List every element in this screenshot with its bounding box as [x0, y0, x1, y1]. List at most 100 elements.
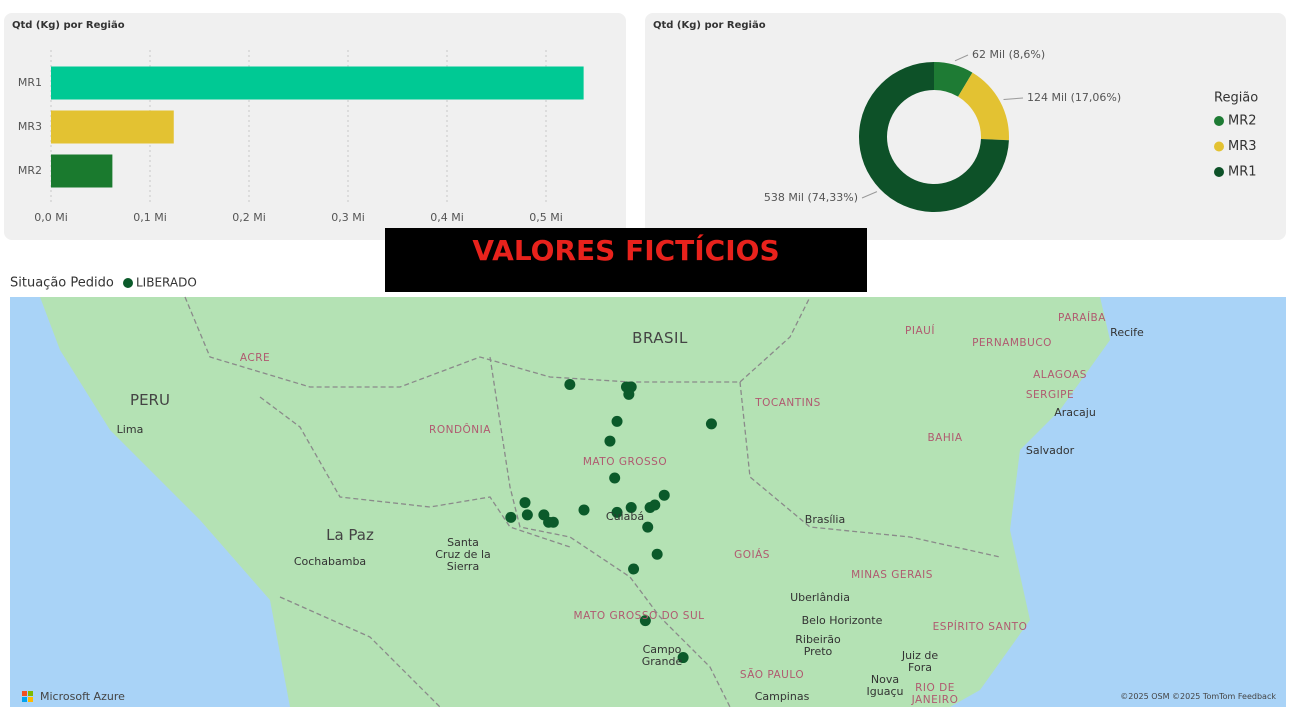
bar [51, 110, 174, 144]
bar [51, 66, 584, 100]
map-label: Ribeirão Preto [795, 633, 841, 658]
order-point [628, 563, 640, 575]
map-label: PIAUÍ [905, 325, 935, 337]
x-tick-label: 0,0 Mi [34, 211, 68, 224]
order-point [642, 521, 654, 533]
order-point [547, 516, 559, 528]
legend-title: Região [1214, 91, 1258, 106]
map-legend-item: LIBERADO [136, 276, 197, 290]
map-label: ALAGOAS [1033, 369, 1087, 381]
logo-square [28, 697, 33, 702]
map-label: ACRE [239, 352, 271, 364]
legend-swatch [1214, 141, 1224, 152]
bar-title: Qtd (Kg) por Região [12, 20, 125, 31]
map-label: MATO GROSSO [582, 456, 668, 468]
map-label: Juiz de Fora [901, 649, 939, 674]
legend-label: MR2 [1228, 114, 1257, 129]
legend-label: MR1 [1228, 165, 1257, 180]
map-brand: Microsoft Azure [40, 690, 125, 703]
map-legend-title: Situação Pedido [10, 276, 114, 291]
map-label: Aracaju [1054, 406, 1096, 419]
y-tick-label: MR2 [18, 164, 42, 177]
map-label: SÃO PAULO [739, 669, 805, 681]
order-point [649, 499, 661, 511]
donut-slice [934, 62, 973, 97]
order-point [611, 415, 623, 427]
x-tick-label: 0,5 Mi [529, 211, 563, 224]
order-point [521, 509, 533, 521]
order-point [625, 501, 637, 513]
banner: VALORES FICTÍCIOS [472, 233, 779, 267]
legend-swatch [1214, 116, 1224, 126]
map-label: RONDÔNIA [429, 424, 491, 436]
order-point [578, 504, 590, 516]
order-point [519, 497, 531, 509]
x-tick-label: 0,3 Mi [331, 211, 365, 224]
azure-logo [22, 691, 33, 702]
map-label: Uberlândia [790, 591, 850, 604]
map-label: ESPÍRITO SANTO [932, 621, 1028, 633]
bar [51, 154, 113, 188]
donut-slice [958, 72, 1009, 141]
order-point [623, 388, 635, 400]
map-label: Recife [1110, 326, 1144, 339]
order-point [651, 548, 663, 560]
data-label: 538 Mil (74,33%) [764, 191, 858, 204]
map-label: Belo Horizonte [801, 614, 883, 627]
order-point [505, 511, 517, 523]
donut-slice [859, 62, 1009, 213]
map-label: La Paz [326, 526, 374, 544]
map-label: Cuiabá [605, 510, 645, 523]
banner-box [385, 228, 867, 292]
logo-square [22, 691, 27, 696]
borders [184, 296, 1001, 708]
map-label: Campo Grande [641, 643, 683, 668]
y-tick-label: MR1 [18, 76, 42, 89]
leader-line [1003, 97, 1024, 100]
legend-label: MR3 [1228, 139, 1257, 154]
y-tick-label: MR3 [18, 120, 42, 133]
order-point [604, 435, 616, 447]
map-attribution[interactable]: ©2025 OSM ©2025 TomTom Feedback [1120, 692, 1276, 701]
data-label: 62 Mil (8,6%) [972, 48, 1045, 61]
donut-title: Qtd (Kg) por Região [653, 20, 766, 31]
map-label: RIO DE JANEIRO [911, 682, 959, 706]
map-label: Santa Cruz de la Sierra [435, 536, 491, 573]
map-label: SERGIPE [1025, 389, 1075, 401]
data-label: 124 Mil (17,06%) [1027, 91, 1121, 104]
map-label: Cochabamba [293, 555, 367, 568]
map-label: BRASIL [632, 329, 688, 347]
donut-card [645, 13, 1286, 240]
map-label: PERU [130, 391, 170, 409]
x-tick-label: 0,2 Mi [232, 211, 266, 224]
leader-line [954, 54, 969, 62]
order-point [609, 472, 621, 484]
map-legend-swatch [123, 278, 133, 288]
map-label: TOCANTINS [755, 397, 821, 409]
logo-square [28, 691, 33, 696]
map-label: Nova Iguaçu [866, 673, 904, 698]
logo-square [22, 697, 27, 702]
order-point [611, 506, 623, 518]
map [10, 296, 1286, 708]
map-label: BAHIA [927, 432, 963, 444]
map-label: Salvador [1025, 444, 1075, 457]
order-point [639, 615, 651, 627]
legend-swatch [1214, 167, 1224, 177]
map-label: MINAS GERAIS [851, 569, 933, 581]
order-point [564, 378, 576, 390]
map-label: PARAÍBA [1058, 312, 1106, 324]
x-tick-label: 0,1 Mi [133, 211, 167, 224]
order-point [658, 489, 670, 501]
map-label: Lima [116, 423, 144, 436]
land [40, 297, 1110, 707]
map-label: MATO GROSSO DO SUL [573, 610, 705, 622]
map-label: Brasília [804, 513, 846, 526]
order-point [677, 652, 689, 664]
x-tick-label: 0,4 Mi [430, 211, 464, 224]
map-label: PERNAMBUCO [972, 337, 1052, 349]
map-label: GOIÁS [734, 549, 770, 561]
